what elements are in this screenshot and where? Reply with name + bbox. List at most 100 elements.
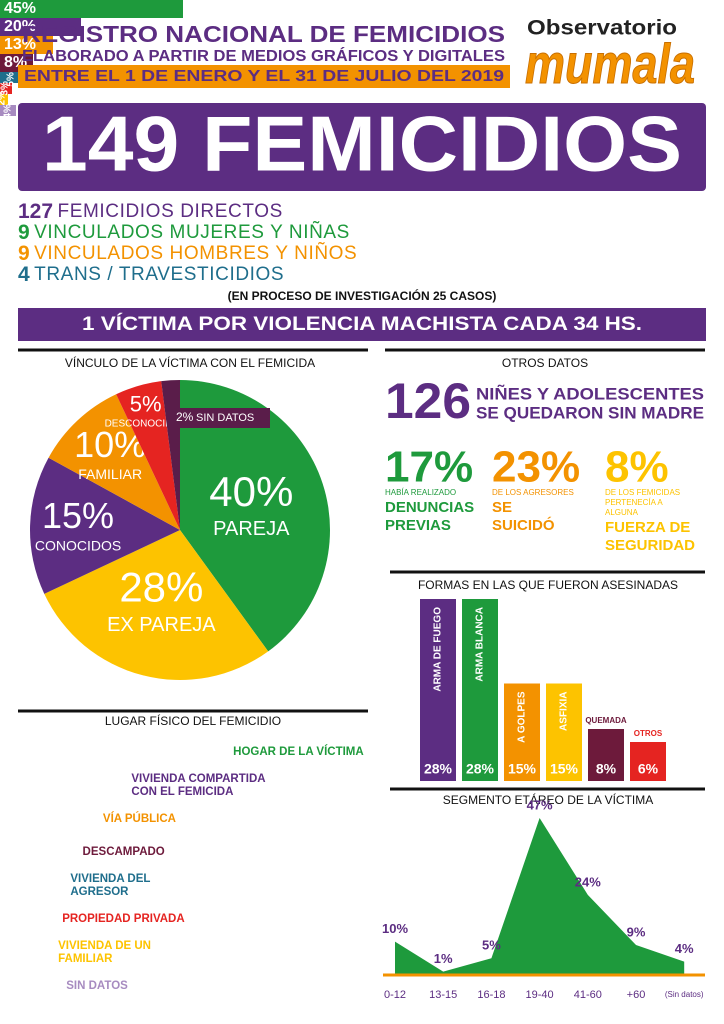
- stat-highlight: FUERZA DE: [605, 519, 690, 536]
- value-label: 13%: [4, 36, 37, 53]
- x-tick-label: 0-12: [384, 989, 406, 1001]
- value-label: 15%: [550, 761, 579, 777]
- logo-top: Observatorio: [527, 17, 677, 40]
- value-label: 15%: [508, 761, 537, 777]
- category-label: A GOLPES: [517, 691, 528, 743]
- stat-caption: PERTENECÍA A: [605, 498, 663, 507]
- bar: 2%: [0, 91, 9, 106]
- bar: [504, 683, 540, 781]
- category-label: VIVIENDA DEL AGRESOR: [70, 873, 151, 898]
- breakdown-line: 127 FEMICIDIOS DIRECTOS: [18, 200, 283, 223]
- otros-title: OTROS DATOS: [502, 356, 588, 370]
- stat-highlight: DENUNCIAS: [385, 499, 474, 516]
- category-label: PROPIEDAD PRIVADA: [62, 913, 185, 925]
- bar: [462, 599, 498, 781]
- bar: 20%: [0, 18, 82, 36]
- value-label: 8%: [596, 761, 617, 777]
- headline-background: [18, 103, 706, 191]
- bar: 5%: [0, 72, 21, 87]
- stat-caption: ALGUNA: [605, 508, 639, 517]
- value-label: 15%: [42, 495, 114, 536]
- category-label: EX PAREJA: [107, 614, 216, 636]
- x-tick-label: (Sin datos): [665, 990, 704, 999]
- otros-text: SE QUEDARON SIN MADRE: [476, 403, 704, 422]
- header-title: REGISTRO NACIONAL DE FEMICIDIOS: [22, 21, 505, 47]
- stat-highlight: PREVIAS: [385, 517, 451, 534]
- area: [395, 818, 685, 975]
- category-label: DESCAMPADO: [82, 846, 165, 858]
- period-background: [18, 65, 510, 88]
- stat-value: 17%: [385, 443, 473, 492]
- stat-highlight: SE: [492, 499, 512, 516]
- pie-slice: [48, 394, 180, 530]
- headline: 149 FEMICIDIOS: [42, 100, 682, 188]
- pie-slice: [44, 530, 269, 681]
- pie-slice: [180, 380, 331, 652]
- value-label: 45%: [4, 0, 37, 17]
- stat-value: 8%: [605, 443, 669, 492]
- bar: 3%: [0, 81, 13, 96]
- category-label: ASFIXIA: [559, 692, 570, 731]
- value-label: 5%: [482, 938, 501, 953]
- header-period: ENTRE EL 1 DE ENERO Y EL 31 DE JULIO DEL…: [24, 68, 504, 85]
- otros-number: 126: [385, 373, 471, 429]
- value-label: 4%: [675, 941, 694, 956]
- x-tick-label: 41-60: [574, 989, 602, 1001]
- stat-value: 23%: [492, 443, 580, 492]
- pie-slice: [116, 381, 180, 530]
- value-label: 40%: [209, 468, 293, 515]
- breakdown-number: 4: [18, 263, 30, 286]
- breakdown-text: TRANS / TRAVESTICIDIOS: [34, 264, 284, 285]
- category-label: CONOCIDOS: [35, 537, 121, 553]
- value-label: 47%: [527, 797, 553, 812]
- category-label: SIN DATOS: [66, 980, 128, 992]
- breakdown-line: 9 VINCULADOS HOMBRES Y NIÑOS: [18, 242, 357, 265]
- value-label: 28%: [119, 564, 203, 611]
- banner-background: [18, 308, 706, 341]
- category-label: VIVIENDA DE UN FAMILIAR: [58, 940, 151, 965]
- label-background: [172, 408, 270, 428]
- stat-caption: DE LOS FEMICIDAS: [605, 488, 680, 497]
- logo: mumala: [525, 32, 695, 95]
- chart-title: FORMAS EN LAS QUE FUERON ASESINADAS: [418, 578, 678, 592]
- category-label: ARMA DE FUEGO: [433, 607, 444, 692]
- category-label: QUEMADA: [585, 716, 627, 725]
- value-label: 28%: [424, 761, 453, 777]
- breakdown-number: 9: [18, 242, 30, 265]
- value-label: 24%: [575, 874, 601, 889]
- value-label: 9%: [627, 924, 646, 939]
- breakdown-text: VINCULADOS HOMBRES Y NIÑOS: [34, 242, 357, 264]
- value-label: 1%: [434, 951, 453, 966]
- breakdown-line: 9 VINCULADOS MUJERES Y NIÑAS: [18, 221, 350, 244]
- x-tick-label: +60: [627, 989, 646, 1001]
- x-tick-label: 13-15: [429, 989, 457, 1001]
- category-label: PAREJA: [213, 518, 290, 540]
- value-label: 2%: [176, 410, 194, 424]
- category-label: VÍA PÚBLICA: [102, 812, 176, 825]
- header-subtitle: ELABORADO A PARTIR DE MEDIOS GRÁFICOS Y …: [22, 48, 505, 65]
- bar: [588, 729, 624, 781]
- otros-text: NIÑES Y ADOLESCENTES: [476, 383, 704, 403]
- category-label: VIVIENDA COMPARTIDA CON EL FEMICIDA: [131, 772, 266, 798]
- stat-highlight: SUICIDÓ: [492, 516, 555, 534]
- breakdown-number: 9: [18, 221, 30, 244]
- chart-title: SEGMENTO ETÁREO DE LA VÍCTIMA: [443, 792, 654, 807]
- breakdown-line: 4 TRANS / TRAVESTICIDIOS: [18, 263, 284, 286]
- category-label: OTROS: [634, 729, 663, 738]
- category-label: ARMA BLANCA: [475, 607, 486, 682]
- stat-caption: DE LOS AGRESORES: [492, 488, 574, 497]
- bar: [420, 599, 456, 781]
- value-label: 5%: [130, 392, 162, 417]
- value-label: 10%: [382, 921, 408, 936]
- category-label: FAMILIAR: [78, 466, 142, 482]
- value-label: 6%: [638, 761, 659, 777]
- bar: 45%: [0, 0, 184, 18]
- banner: 1 VÍCTIMA POR VIOLENCIA MACHISTA CADA 34…: [82, 313, 642, 335]
- category-label: SIN DATOS: [196, 412, 254, 424]
- category-label: HOGAR DE LA VÍCTIMA: [233, 745, 364, 758]
- note: (EN PROCESO DE INVESTIGACIÓN 25 CASOS): [228, 288, 497, 303]
- stat-highlight: SEGURIDAD: [605, 537, 695, 554]
- category-label: DESCONOCIDOS: [105, 419, 188, 430]
